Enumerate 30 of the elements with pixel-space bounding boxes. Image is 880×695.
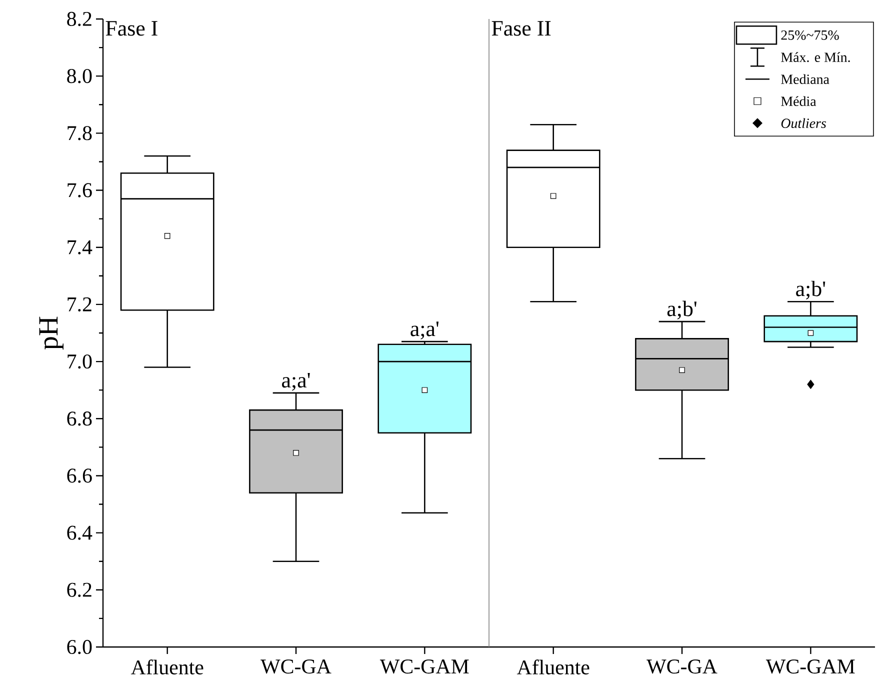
- y-tick-label: 7.4: [68, 240, 92, 254]
- annotation: a;b': [667, 300, 696, 320]
- annotation: Média: [781, 96, 816, 106]
- y-tick-label: 7.2: [68, 297, 92, 312]
- annotation: Máx. e Mín.: [781, 52, 850, 62]
- x-tick-label: WC-GA: [260, 660, 332, 674]
- x-tick-label: WC-GA: [646, 660, 718, 674]
- annotation: 25%~75%: [781, 30, 839, 40]
- annotation: Outliers: [781, 118, 826, 128]
- y-axis-title: pH: [39, 316, 64, 350]
- y-tick-label: 6.2: [67, 582, 92, 597]
- y-tick-label: 6.0: [67, 640, 92, 654]
- y-tick-label: 8.2: [67, 12, 92, 26]
- annotation: Fase II: [492, 21, 551, 36]
- annotation: a;a': [410, 322, 439, 340]
- y-tick-label: 7.8: [68, 126, 92, 140]
- y-tick-label: 7.6: [68, 183, 92, 198]
- x-tick-label: Afluente: [516, 660, 590, 674]
- y-tick-label: 6.4: [67, 526, 92, 540]
- annotation: Mediana: [781, 74, 830, 84]
- y-tick-label: 6.8: [67, 412, 92, 426]
- annotation: a;b': [796, 280, 826, 300]
- annotation: a;a': [282, 373, 310, 391]
- x-tick-label: WC-GAM: [766, 660, 855, 674]
- annotation: Fase I: [106, 21, 158, 36]
- y-tick-label: 8.0: [67, 68, 92, 84]
- x-tick-label: WC-GAM: [380, 660, 469, 674]
- y-tick-label: 7.0: [68, 354, 92, 369]
- x-tick-label: Afluente: [130, 660, 204, 674]
- y-tick-label: 6.6: [67, 468, 92, 483]
